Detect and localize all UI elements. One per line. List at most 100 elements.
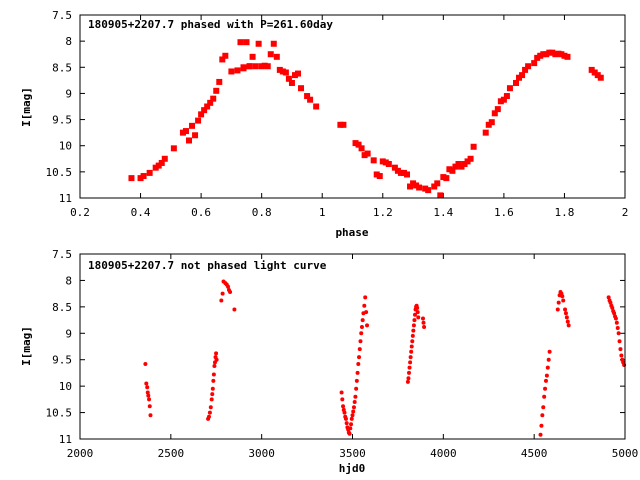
phased-chart: 0.2 0.4 0.6 0.8 1 1.2 1.4 1.6 1.8 2 7.5 8 8.5 9 9.5 10 1… bbox=[20, 9, 628, 239]
unphased-data-point bbox=[421, 320, 426, 325]
unphased-data-point bbox=[619, 353, 624, 358]
unphased-data-point bbox=[144, 381, 149, 386]
phased-x-tick-label: 1.2 bbox=[373, 206, 393, 219]
unphased-data-point bbox=[407, 365, 412, 370]
phased-data-point bbox=[519, 72, 526, 79]
phased-y-tick-label: 7.5 bbox=[52, 9, 72, 22]
unphased-data-point bbox=[212, 364, 217, 369]
unphased-data-point bbox=[145, 385, 150, 390]
unphased-data-point bbox=[341, 404, 346, 409]
phased-data-point bbox=[443, 175, 450, 182]
phased-x-tick-label: 1.4 bbox=[433, 206, 453, 219]
phased-data-point bbox=[219, 56, 226, 63]
unphased-data-point bbox=[415, 305, 420, 310]
phased-data-point bbox=[246, 63, 253, 70]
phased-data-point bbox=[500, 96, 507, 103]
phased-data-point bbox=[255, 40, 262, 47]
phased-data-point bbox=[304, 93, 311, 100]
unphased-data-point bbox=[357, 355, 362, 360]
unphased-data-point bbox=[357, 347, 362, 352]
phased-data-point bbox=[352, 140, 359, 147]
phased-data-point bbox=[210, 95, 217, 102]
phased-data-point bbox=[340, 121, 347, 128]
phased-data-point bbox=[467, 155, 474, 162]
unphased-data-point bbox=[561, 298, 566, 303]
unphased-data-point bbox=[420, 316, 425, 321]
phased-data-point bbox=[234, 67, 241, 74]
phased-data-point bbox=[494, 106, 501, 113]
phased-y-tick-label: 8 bbox=[65, 35, 72, 48]
unphased-data-point bbox=[347, 431, 352, 436]
phased-x-tick-label: 1.8 bbox=[555, 206, 575, 219]
unphased-data-point bbox=[355, 370, 360, 375]
unphased-data-point bbox=[616, 331, 621, 336]
phased-x-tick-label: 2 bbox=[622, 206, 629, 219]
phased-data-point bbox=[525, 63, 532, 70]
phased-y-axis-label: I[mag] bbox=[20, 87, 33, 127]
unphased-data-point bbox=[353, 394, 358, 399]
unphased-data-point bbox=[360, 318, 365, 323]
phased-data-point bbox=[564, 53, 571, 60]
phased-data-point bbox=[516, 74, 523, 81]
unphased-data-point bbox=[406, 376, 411, 381]
phased-data-point bbox=[410, 180, 417, 187]
phased-y-tick-label: 10 bbox=[59, 140, 72, 153]
unphased-data-point bbox=[615, 326, 620, 330]
phased-x-tick-label: 1.6 bbox=[494, 206, 514, 219]
unphased-points bbox=[143, 279, 627, 437]
phased-data-point bbox=[379, 158, 386, 165]
unphased-chart: 2000 2500 3000 3500 4000 4500 5000 7.5 8 8.5 9 9.5 1… bbox=[20, 248, 638, 475]
unphased-data-point bbox=[543, 386, 548, 391]
phased-data-point bbox=[243, 39, 250, 46]
phased-x-tick-label: 0.2 bbox=[70, 206, 90, 219]
phased-data-point bbox=[513, 79, 519, 86]
unphased-x-axis-label: hjd0 bbox=[339, 462, 366, 475]
phased-data-point bbox=[431, 183, 438, 190]
phased-data-point bbox=[461, 161, 468, 168]
phased-data-point bbox=[422, 185, 429, 192]
unphased-data-point bbox=[363, 295, 368, 300]
phased-data-point bbox=[355, 141, 362, 148]
phased-y-tick-label: 8.5 bbox=[52, 61, 72, 74]
phased-data-point bbox=[276, 66, 283, 73]
phased-data-point bbox=[273, 53, 280, 60]
phased-x-tick-label: 0.6 bbox=[191, 206, 211, 219]
phased-x-tick-label: 1 bbox=[319, 206, 326, 219]
unphased-data-point bbox=[220, 291, 225, 296]
phased-data-point bbox=[440, 174, 447, 181]
unphased-data-point bbox=[613, 316, 618, 321]
unphased-data-point bbox=[617, 339, 622, 344]
phased-data-point bbox=[198, 111, 205, 118]
unphased-data-point bbox=[351, 409, 356, 414]
phased-data-point bbox=[298, 85, 305, 92]
phased-data-point bbox=[416, 184, 423, 191]
unphased-data-point bbox=[340, 397, 345, 402]
phased-data-point bbox=[291, 72, 298, 79]
unphased-y-tick-label: 8 bbox=[65, 274, 72, 287]
unphased-data-point bbox=[147, 397, 152, 402]
unphased-data-point bbox=[145, 390, 150, 395]
phased-data-point bbox=[470, 143, 477, 150]
unphased-data-point bbox=[343, 416, 348, 421]
unphased-data-point bbox=[542, 394, 547, 399]
phased-data-point bbox=[195, 117, 202, 124]
phased-data-point bbox=[561, 52, 568, 59]
phased-data-point bbox=[594, 72, 601, 79]
phased-data-point bbox=[437, 192, 444, 199]
phased-y-tick-label: 11 bbox=[59, 192, 72, 205]
unphased-data-point bbox=[350, 413, 355, 418]
phased-data-point bbox=[285, 75, 292, 82]
phased-data-point bbox=[364, 150, 371, 157]
phased-data-point bbox=[279, 68, 286, 75]
phased-data-point bbox=[464, 158, 471, 165]
unphased-data-point bbox=[560, 294, 565, 299]
phased-data-point bbox=[264, 63, 271, 70]
unphased-data-point bbox=[612, 311, 617, 316]
unphased-data-point bbox=[211, 378, 216, 383]
phased-data-point bbox=[288, 79, 295, 86]
unphased-data-point bbox=[354, 386, 359, 391]
phased-data-point bbox=[446, 166, 453, 173]
unphased-data-point bbox=[365, 323, 370, 328]
unphased-data-point bbox=[618, 347, 623, 352]
unphased-data-point bbox=[555, 307, 560, 312]
